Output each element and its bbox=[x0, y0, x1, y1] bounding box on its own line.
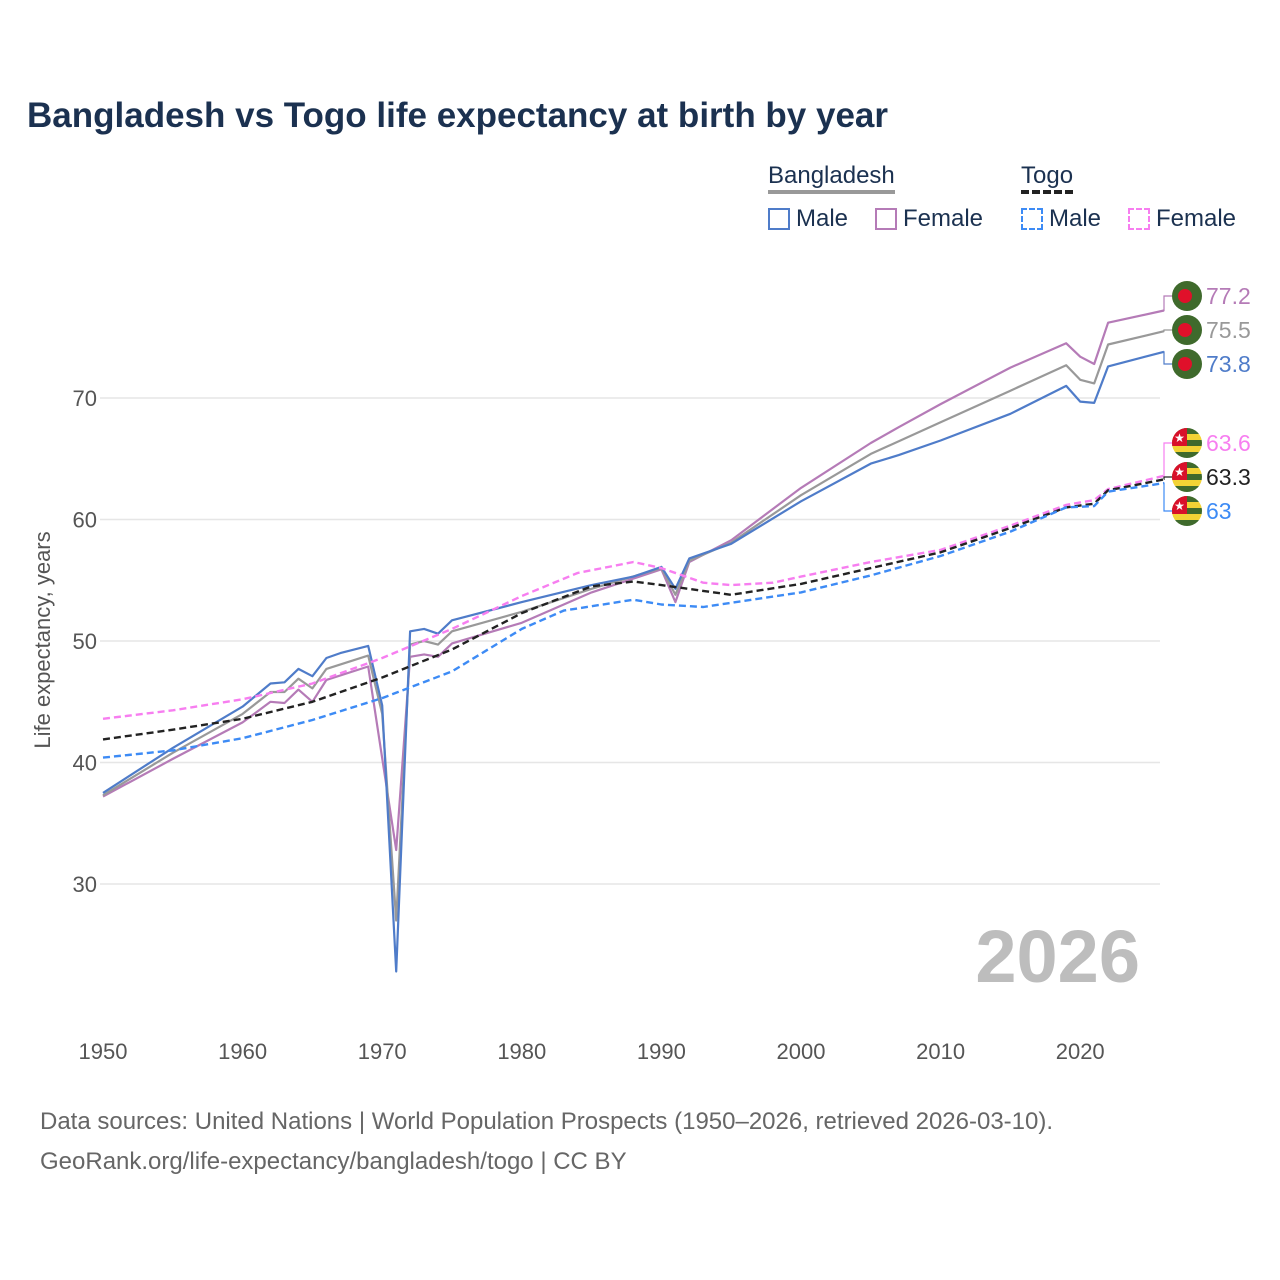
series-line-bangladesh-male bbox=[102, 350, 1165, 973]
legend-swatch bbox=[1021, 208, 1043, 230]
series-line-togo bbox=[102, 478, 1165, 741]
togo-flag-icon: ★ bbox=[1172, 428, 1202, 458]
end-value-label: 77.2 bbox=[1206, 283, 1251, 309]
end-value-label: 63.3 bbox=[1206, 464, 1251, 490]
year-watermark: 2026 bbox=[975, 915, 1140, 998]
svg-text:★: ★ bbox=[1174, 499, 1185, 513]
legend-group-togo: Togo bbox=[1021, 162, 1074, 194]
legend-group-bangladesh: Bangladesh bbox=[768, 162, 895, 194]
end-value-label: 63.6 bbox=[1206, 430, 1251, 456]
y-tick-label: 50 bbox=[73, 629, 97, 654]
series-line-bangladesh bbox=[102, 330, 1165, 922]
end-value-label: 63 bbox=[1206, 498, 1232, 524]
x-tick-label: 1980 bbox=[497, 1039, 546, 1064]
legend-item-togo-female[interactable]: Female bbox=[1128, 205, 1236, 233]
end-connector bbox=[1163, 442, 1172, 477]
end-connector bbox=[1163, 329, 1172, 332]
legend-item-bangladesh-female[interactable]: Female bbox=[875, 205, 983, 233]
x-tick-label: 1960 bbox=[218, 1039, 267, 1064]
legend-swatch bbox=[768, 208, 790, 230]
legend-item-bangladesh-male[interactable]: Male bbox=[768, 205, 848, 233]
end-value-label: 75.5 bbox=[1206, 317, 1251, 343]
y-tick-label: 70 bbox=[73, 386, 97, 411]
x-tick-label: 2020 bbox=[1056, 1039, 1105, 1064]
x-tick-label: 1990 bbox=[637, 1039, 686, 1064]
legend-label: Male bbox=[796, 205, 849, 232]
series-line-togo-male bbox=[102, 481, 1165, 759]
legend-label: Male bbox=[1049, 205, 1102, 232]
end-value-label: 73.8 bbox=[1206, 351, 1251, 377]
end-connector bbox=[1163, 482, 1172, 512]
legend-label: Female bbox=[903, 205, 984, 232]
legend-swatch bbox=[875, 208, 897, 230]
x-tick-label: 1970 bbox=[358, 1039, 407, 1064]
end-connector bbox=[1163, 476, 1172, 481]
legend-swatch bbox=[1128, 208, 1150, 230]
y-axis-label: Life expectancy, years bbox=[30, 531, 55, 748]
end-connector bbox=[1163, 351, 1172, 365]
x-tick-label: 2000 bbox=[777, 1039, 826, 1064]
source-line-2: GeoRank.org/life-expectancy/bangladesh/t… bbox=[40, 1148, 627, 1175]
flag-disc bbox=[1178, 289, 1192, 303]
x-tick-label: 1950 bbox=[79, 1039, 128, 1064]
x-tick-label: 2010 bbox=[916, 1039, 965, 1064]
y-tick-label: 60 bbox=[73, 508, 97, 533]
y-tick-label: 30 bbox=[73, 872, 97, 897]
flag-disc bbox=[1178, 323, 1192, 337]
series-line-bangladesh-female bbox=[102, 309, 1165, 852]
source-line-1: Data sources: United Nations | World Pop… bbox=[40, 1108, 1054, 1135]
legend-label: Female bbox=[1156, 205, 1237, 232]
chart-title: Bangladesh vs Togo life expectancy at bi… bbox=[27, 96, 889, 135]
togo-flag-icon: ★ bbox=[1172, 496, 1202, 526]
svg-text:★: ★ bbox=[1174, 431, 1185, 445]
legend-item-togo-male[interactable]: Male bbox=[1021, 205, 1101, 233]
end-connector bbox=[1163, 295, 1172, 312]
y-tick-label: 40 bbox=[73, 751, 97, 776]
togo-flag-icon: ★ bbox=[1172, 462, 1202, 492]
series-line-togo-female bbox=[102, 474, 1165, 720]
svg-text:★: ★ bbox=[1174, 465, 1185, 479]
flag-disc bbox=[1178, 357, 1192, 371]
